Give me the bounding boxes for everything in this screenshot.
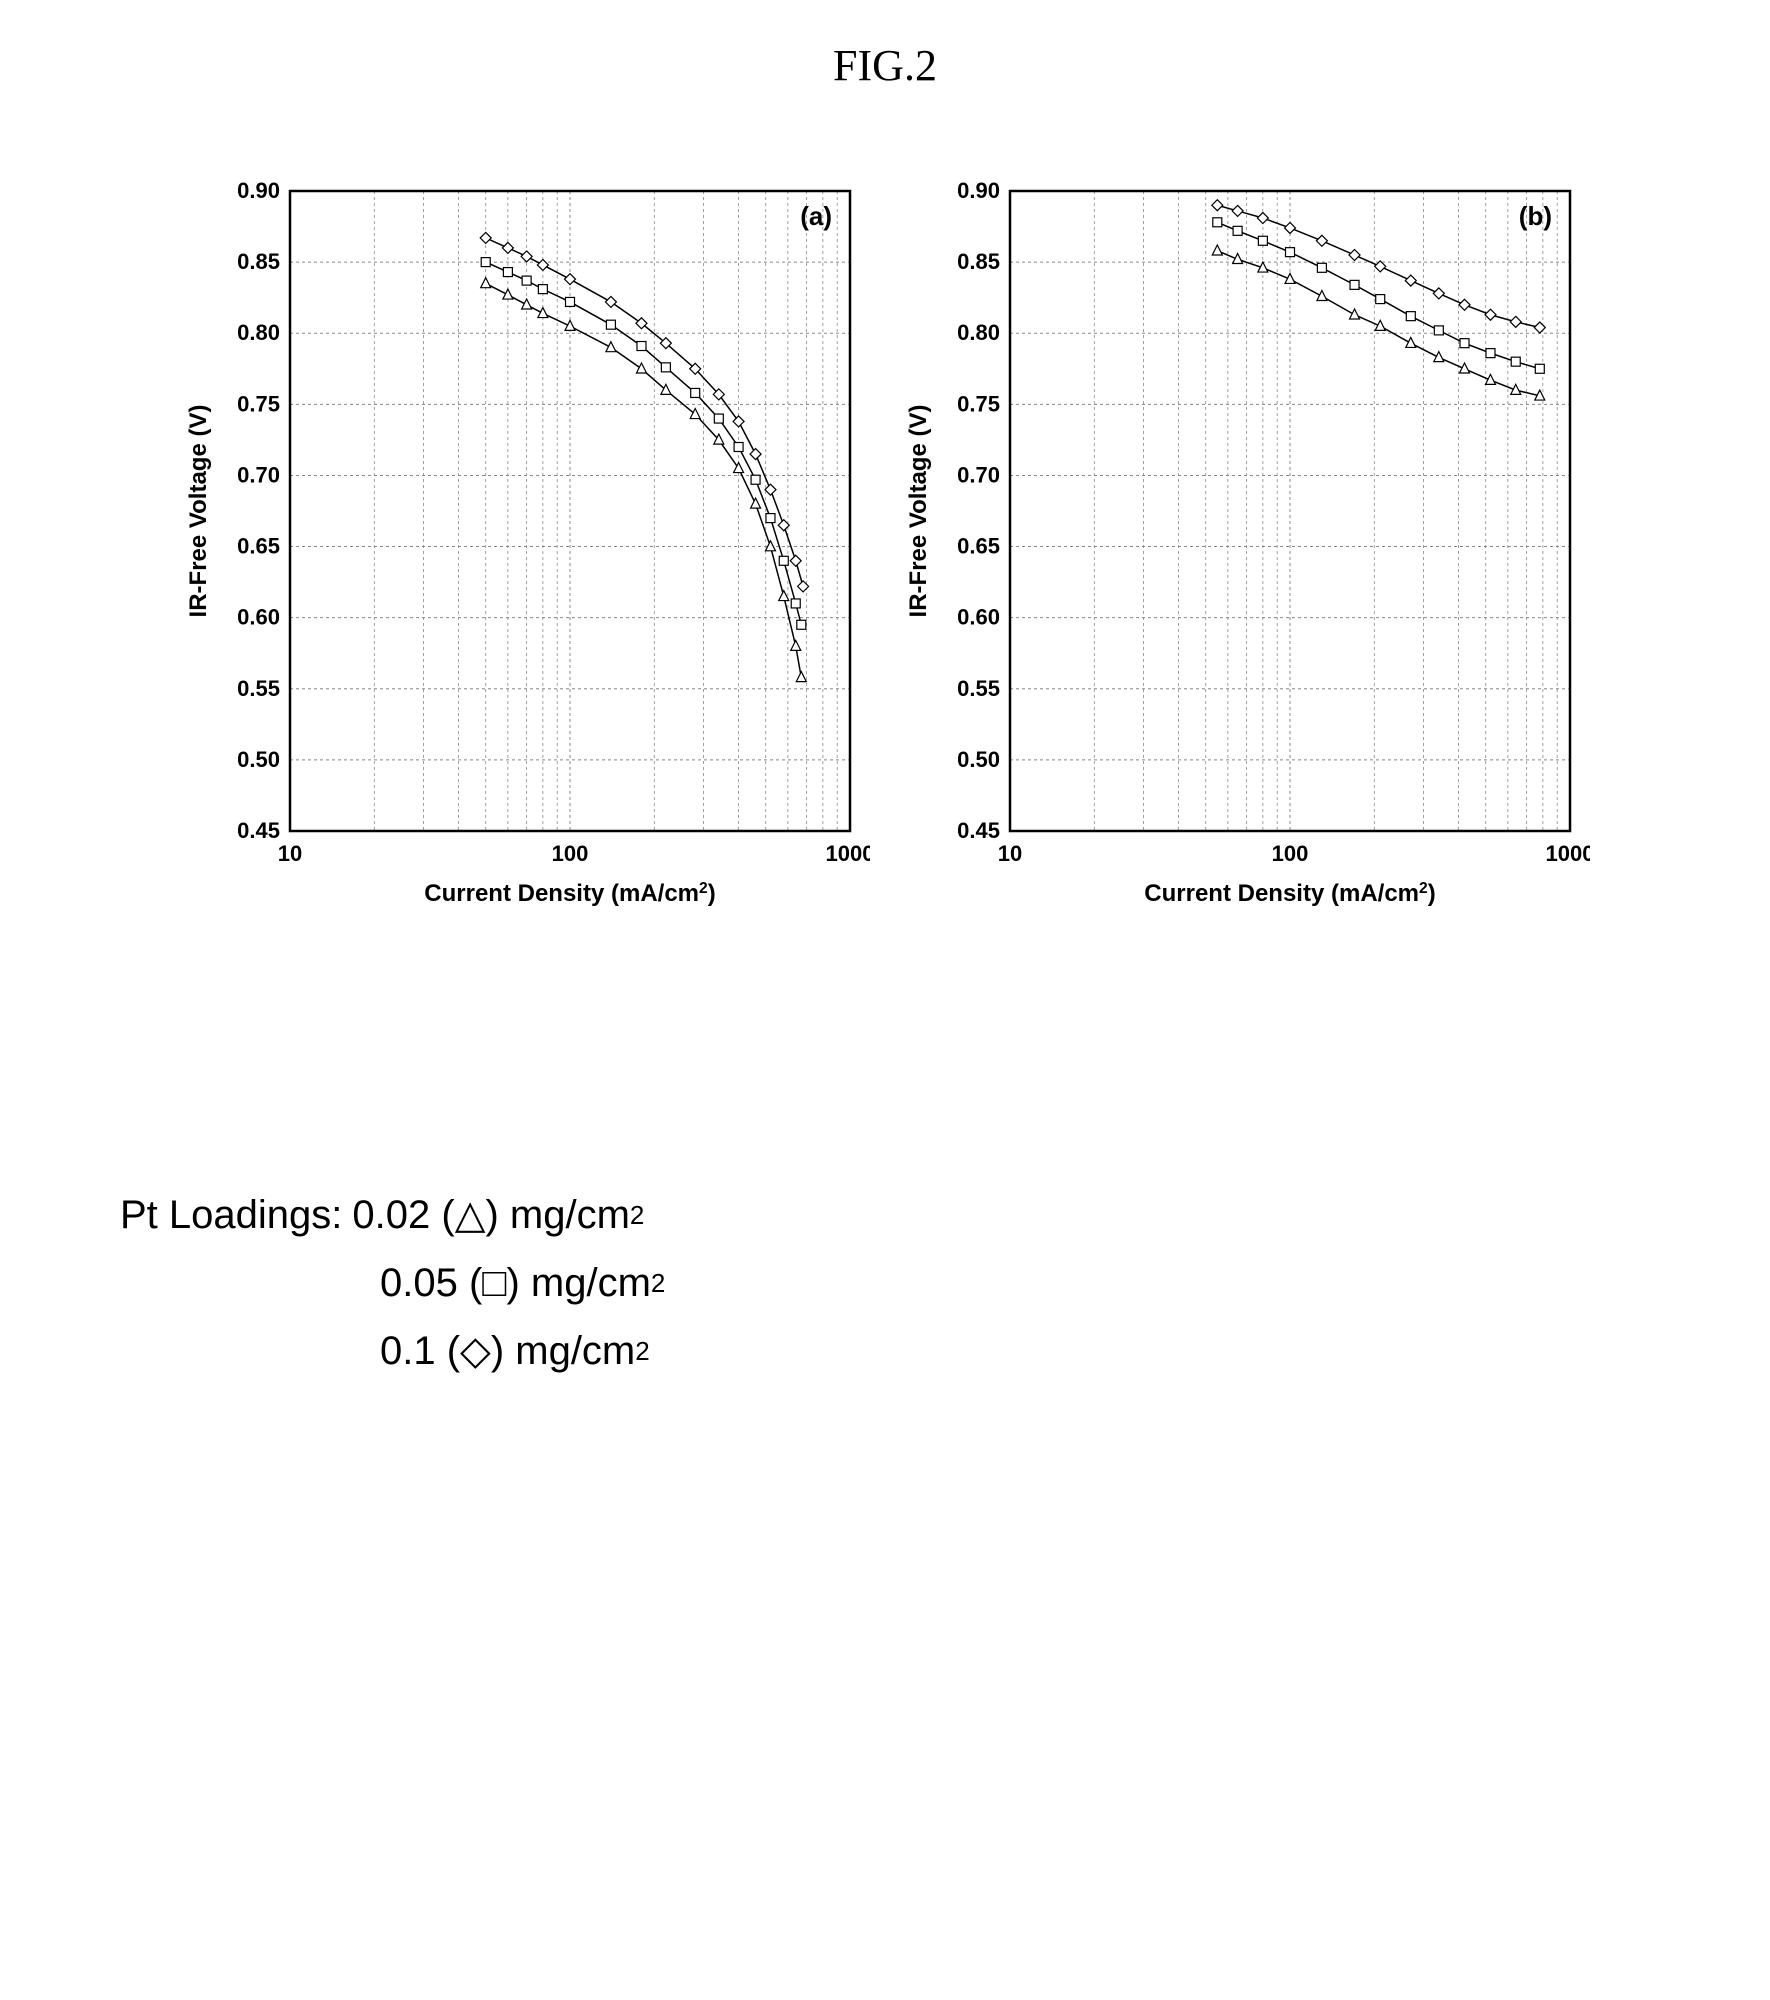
svg-text:100: 100 [552, 841, 589, 866]
svg-text:0.70: 0.70 [237, 462, 280, 487]
svg-text:0.70: 0.70 [957, 462, 1000, 487]
svg-text:0.90: 0.90 [957, 178, 1000, 203]
svg-text:0.65: 0.65 [237, 534, 280, 559]
svg-text:0.55: 0.55 [957, 676, 1000, 701]
legend-sup-1: 2 [651, 1261, 665, 1305]
svg-text:0.50: 0.50 [957, 747, 1000, 772]
svg-text:0.60: 0.60 [957, 605, 1000, 630]
svg-text:0.75: 0.75 [957, 391, 1000, 416]
svg-text:0.65: 0.65 [957, 534, 1000, 559]
legend-row-2: 0.1 (◇) mg/cm2 [120, 1317, 1730, 1385]
legend-row-0: Pt Loadings: 0.02 (△) mg/cm2 [120, 1181, 1730, 1249]
legend-title: Pt Loadings: [120, 1181, 342, 1249]
chart-a-wrap: 0.45 0.50 0.55 0.60 0.65 0.70 0.75 0.80 0.85 0.90… [180, 171, 870, 931]
legend-unit-1: mg/cm [531, 1249, 651, 1317]
legend-value-1: 0.05 [380, 1249, 458, 1317]
legend-unit-0: mg/cm [510, 1181, 630, 1249]
svg-text:0.80: 0.80 [237, 320, 280, 345]
chart-a: 0.45 0.50 0.55 0.60 0.65 0.70 0.75 0.80 0.85 0.90… [180, 171, 870, 931]
svg-text:0.90: 0.90 [237, 178, 280, 203]
svg-text:0.85: 0.85 [957, 249, 1000, 274]
svg-text:10: 10 [278, 841, 302, 866]
svg-text:10: 10 [998, 841, 1022, 866]
chart-b-wrap: 0.45 0.50 0.55 0.60 0.65 0.70 0.75 0.80 0.85 0.90… [900, 171, 1590, 931]
figure-title: FIG.2 [40, 40, 1730, 91]
svg-text:Current Density (mA/cm2): Current Density (mA/cm2) [424, 880, 715, 908]
svg-text:Current Density (mA/cm2): Current Density (mA/cm2) [1144, 880, 1435, 908]
svg-text:0.80: 0.80 [957, 320, 1000, 345]
triangle-icon: △ [455, 1181, 486, 1249]
svg-text:IR-Free Voltage (V): IR-Free Voltage (V) [185, 405, 212, 618]
charts-row: 0.45 0.50 0.55 0.60 0.65 0.70 0.75 0.80 0.85 0.90… [40, 171, 1730, 931]
legend-sup-0: 2 [630, 1193, 644, 1237]
svg-text:(b): (b) [1519, 201, 1552, 231]
legend-row-1: 0.05 (□) mg/cm2 [120, 1249, 1730, 1317]
svg-text:0.55: 0.55 [237, 676, 280, 701]
svg-text:0.50: 0.50 [237, 747, 280, 772]
legend-value-2: 0.1 [380, 1317, 436, 1385]
chart-b: 0.45 0.50 0.55 0.60 0.65 0.70 0.75 0.80 0.85 0.90… [900, 171, 1590, 931]
svg-text:0.45: 0.45 [237, 818, 280, 843]
svg-text:1000: 1000 [1546, 841, 1590, 866]
svg-text:0.60: 0.60 [237, 605, 280, 630]
square-icon: □ [482, 1249, 506, 1317]
svg-text:0.85: 0.85 [237, 249, 280, 274]
legend-sup-2: 2 [635, 1329, 649, 1373]
svg-text:(a): (a) [800, 201, 832, 231]
diamond-icon: ◇ [460, 1317, 491, 1385]
svg-text:0.75: 0.75 [237, 391, 280, 416]
legend-unit-2: mg/cm [515, 1317, 635, 1385]
svg-text:0.45: 0.45 [957, 818, 1000, 843]
legend-value-0: 0.02 [352, 1181, 430, 1249]
legend: Pt Loadings: 0.02 (△) mg/cm2 0.05 (□) mg… [120, 1181, 1730, 1385]
svg-text:IR-Free Voltage (V): IR-Free Voltage (V) [905, 405, 932, 618]
svg-text:1000: 1000 [826, 841, 870, 866]
svg-text:100: 100 [1272, 841, 1309, 866]
